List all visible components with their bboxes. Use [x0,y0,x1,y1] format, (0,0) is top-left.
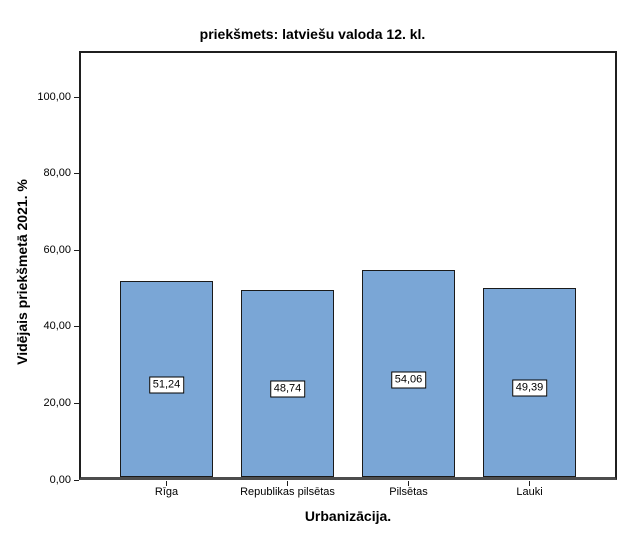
x-tick-mark [287,481,288,486]
x-tick-mark [408,481,409,486]
y-axis-title: Vidējais priekšmetā 2021. % [14,179,30,365]
x-tick-mark [166,481,167,486]
y-tick-mark [74,173,79,175]
y-tick-mark [74,326,79,328]
y-tick-label: 0,00 [49,473,71,486]
y-tick-mark [74,249,79,251]
bar-value-label-4: 49,39 [511,379,548,397]
y-tick-mark [74,402,79,404]
y-tick-label: 40,00 [43,320,71,333]
y-tick-label: 60,00 [43,243,71,256]
x-tick-label-3: Pilsētas [389,486,428,498]
chart-title: priekšmets: latviešu valoda 12. kl. [199,26,426,42]
bar-value-label-2: 48,74 [269,380,306,398]
y-tick-label: 20,00 [43,396,71,409]
x-tick-label-4: Lauki [516,486,543,498]
x-tick-label-2: Republikas pilsētas [240,486,335,498]
y-tick-label: 100,00 [37,90,71,103]
bar-value-label-1: 51,24 [148,376,185,394]
x-tick-label-1: Rīga [154,486,179,498]
bar-1 [120,280,213,477]
x-tick-mark [529,481,530,486]
y-tick-label: 80,00 [43,167,71,180]
plot-area: 51,24 48,74 54,06 49,39 [79,51,617,480]
bar-value-label-3: 54,06 [390,371,427,389]
y-tick-mark [74,96,79,98]
y-tick-mark [74,479,79,481]
x-axis-title: Urbanizācija. [304,508,392,524]
